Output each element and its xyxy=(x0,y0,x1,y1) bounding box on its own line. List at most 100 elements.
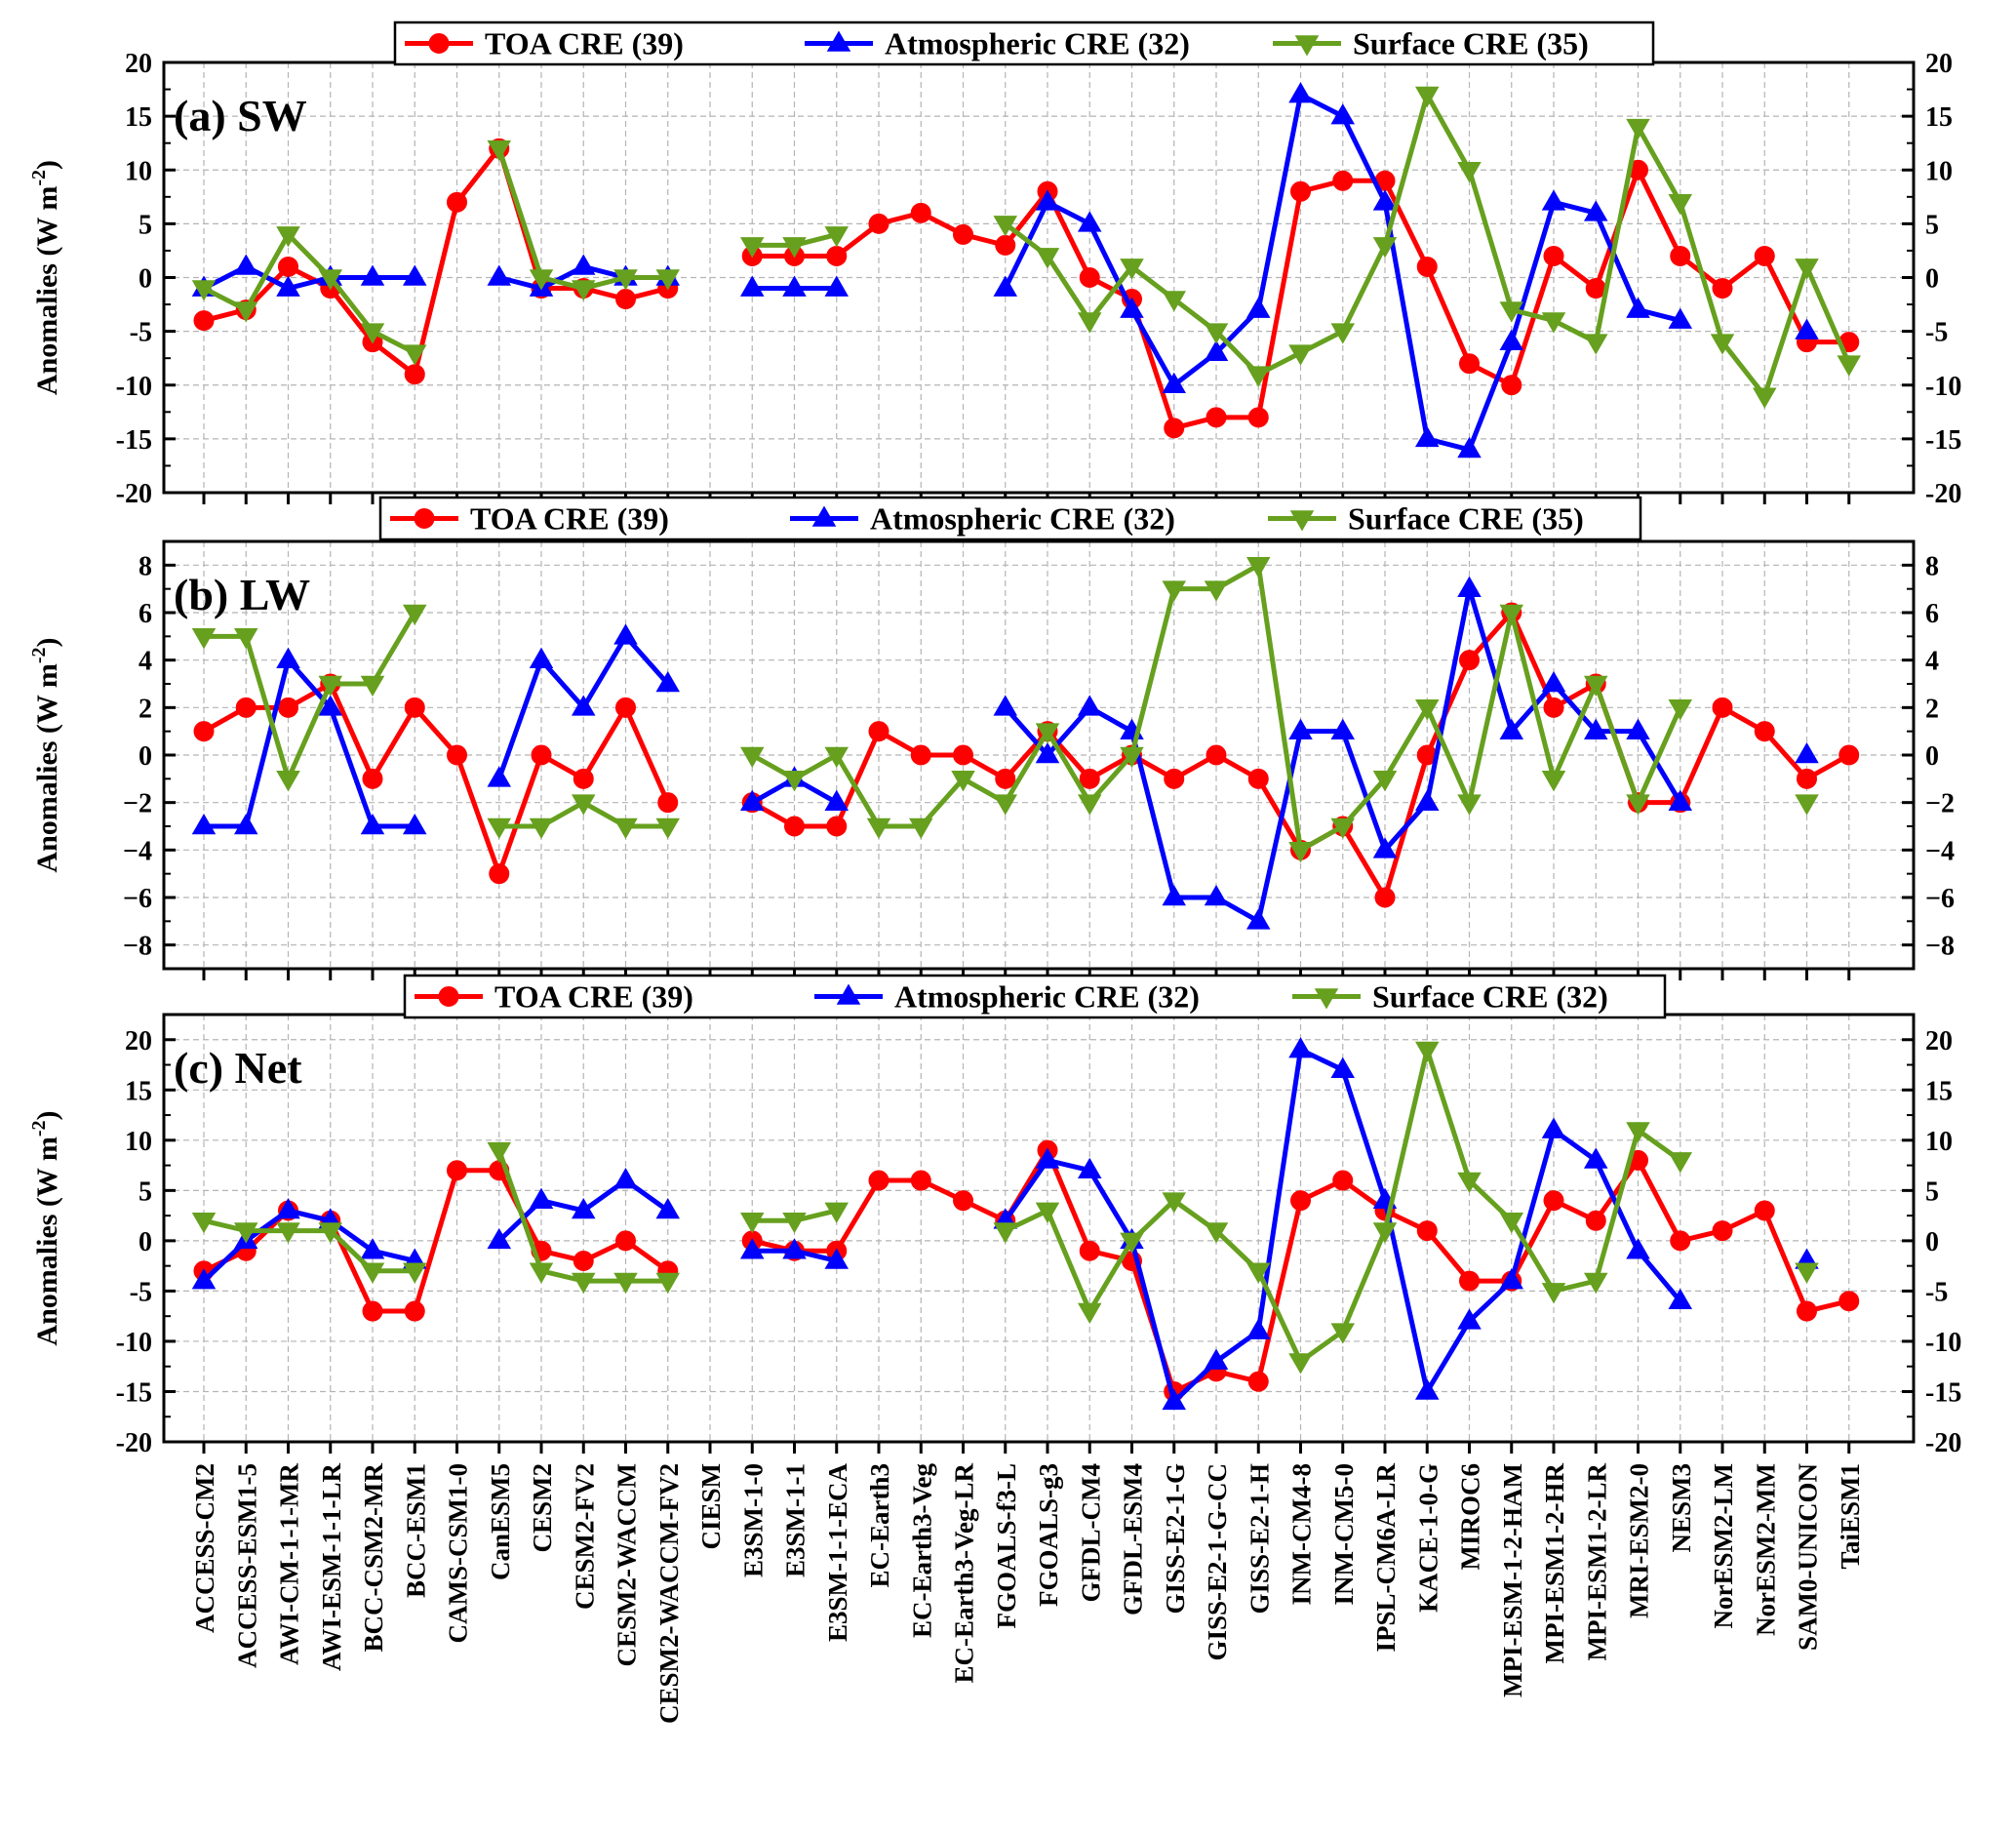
data-point xyxy=(1204,884,1229,906)
panel-3: -20 -20 -15 -15 -10 -10 -5 -5 0 0 5 5 10 10 15 15 20 20 An… xyxy=(28,974,1961,1458)
legend-box xyxy=(393,20,1655,66)
data-point xyxy=(1414,1041,1440,1063)
data-point xyxy=(739,1238,765,1259)
data-point xyxy=(318,269,343,291)
data-point xyxy=(531,744,552,766)
data-point xyxy=(1330,718,1356,739)
legend-label: TOA CRE (39) xyxy=(470,501,669,537)
data-point xyxy=(1754,1200,1775,1221)
data-point xyxy=(1754,245,1775,266)
data-point xyxy=(1541,189,1566,211)
data-point xyxy=(1668,699,1693,721)
legend: TOA CRE (39) Atmospheric CRE (32) Surface … xyxy=(378,496,1642,541)
data-point xyxy=(1330,1057,1356,1078)
data-point xyxy=(824,275,850,297)
data-point xyxy=(1162,884,1187,906)
data-point xyxy=(402,813,427,835)
data-point xyxy=(1457,1172,1482,1194)
data-point xyxy=(993,1222,1018,1244)
x-tick-label: EC-Earth3-Veg-LR xyxy=(950,1463,979,1684)
y-tick-label-right: -15 xyxy=(1925,1377,1961,1408)
data-point xyxy=(233,1222,258,1244)
data-point xyxy=(1288,1037,1313,1058)
data-point xyxy=(487,140,512,162)
x-tick-label: EC-Earth3-Veg xyxy=(907,1463,936,1638)
data-point xyxy=(276,226,300,248)
data-point xyxy=(1372,237,1398,259)
y-tick-label-right: -20 xyxy=(1925,479,1961,509)
data-point xyxy=(1543,1190,1564,1212)
series-line xyxy=(202,231,416,355)
data-point xyxy=(447,744,467,766)
y-tick-label-left: 8 xyxy=(138,551,152,581)
data-point xyxy=(1459,1270,1480,1292)
data-point xyxy=(487,766,512,787)
legend-marker xyxy=(414,508,435,529)
panel-2: −8 −8 −6 −6 −4 −4 −2 −2 0 0 2 2 4 4 6 6 8 8 Anomalies (W m… xyxy=(28,496,1955,980)
data-point xyxy=(1077,1302,1102,1325)
y-tick-label-left: 4 xyxy=(138,647,152,677)
data-point xyxy=(615,697,636,718)
data-point xyxy=(824,1248,850,1269)
data-point xyxy=(1457,576,1482,597)
data-point xyxy=(276,1197,300,1219)
y-tick-label-left: 6 xyxy=(138,599,152,629)
data-point xyxy=(1162,580,1187,602)
data-point xyxy=(782,1238,807,1259)
series-sfc xyxy=(191,1041,1819,1375)
y-tick-label-left: -15 xyxy=(116,1377,152,1408)
legend-label: Atmospheric CRE (32) xyxy=(894,979,1200,1015)
data-point xyxy=(613,269,638,291)
y-tick-label-right: -5 xyxy=(1925,1277,1948,1307)
data-point xyxy=(613,817,638,840)
legend-label: Atmospheric CRE (32) xyxy=(870,501,1175,537)
data-point xyxy=(1795,1262,1819,1284)
data-point xyxy=(1752,387,1777,409)
data-point xyxy=(1838,1291,1860,1312)
data-point xyxy=(1162,1192,1187,1214)
series-sfc xyxy=(191,86,1862,409)
x-tick-label: CESM2-WACCM-FV2 xyxy=(654,1463,684,1724)
data-point xyxy=(1416,1220,1438,1242)
legend-box xyxy=(403,974,1667,1019)
data-point xyxy=(613,623,638,645)
y-tick-label-left: 2 xyxy=(138,694,152,724)
data-point xyxy=(360,323,385,344)
data-point xyxy=(191,628,217,650)
data-point xyxy=(784,816,805,837)
x-tick-label: E3SM-1-0 xyxy=(738,1463,768,1577)
data-point xyxy=(1332,170,1354,191)
data-point xyxy=(360,675,385,698)
data-point xyxy=(1670,1230,1691,1252)
legend-label: TOA CRE (39) xyxy=(494,979,693,1015)
data-point xyxy=(1499,1268,1524,1290)
data-point xyxy=(1457,1308,1482,1330)
data-point xyxy=(1079,1240,1100,1261)
data-point xyxy=(402,344,427,366)
data-point xyxy=(1797,768,1817,789)
x-tick-label: EC-Earth3 xyxy=(865,1463,894,1588)
data-point xyxy=(953,1190,973,1212)
data-point xyxy=(1499,301,1524,323)
y-tick-label-left: 0 xyxy=(138,741,152,772)
x-tick-label: CESM2-FV2 xyxy=(570,1463,599,1610)
y-tick-label-right: 5 xyxy=(1925,210,1939,240)
x-tick-label: ACCESS-ESM1-5 xyxy=(232,1463,261,1668)
data-point xyxy=(655,1197,681,1219)
data-point xyxy=(487,1141,512,1164)
data-point xyxy=(529,817,554,840)
y-tick-label-left: 5 xyxy=(138,210,152,240)
x-tick-label: CIESM xyxy=(696,1463,726,1550)
y-tick-label-right: −2 xyxy=(1925,789,1955,819)
x-tick-label: MRI-ESM2-0 xyxy=(1625,1463,1654,1618)
data-point xyxy=(571,254,596,275)
legend-label: Surface CRE (32) xyxy=(1372,979,1608,1015)
y-tick-label-right: 5 xyxy=(1925,1176,1939,1207)
data-point xyxy=(1079,768,1100,789)
data-point xyxy=(571,1272,596,1295)
data-point xyxy=(1288,1353,1313,1375)
data-point xyxy=(404,1300,425,1322)
legend-marker xyxy=(836,983,861,1005)
data-point xyxy=(191,1212,217,1234)
data-point xyxy=(1541,312,1566,334)
